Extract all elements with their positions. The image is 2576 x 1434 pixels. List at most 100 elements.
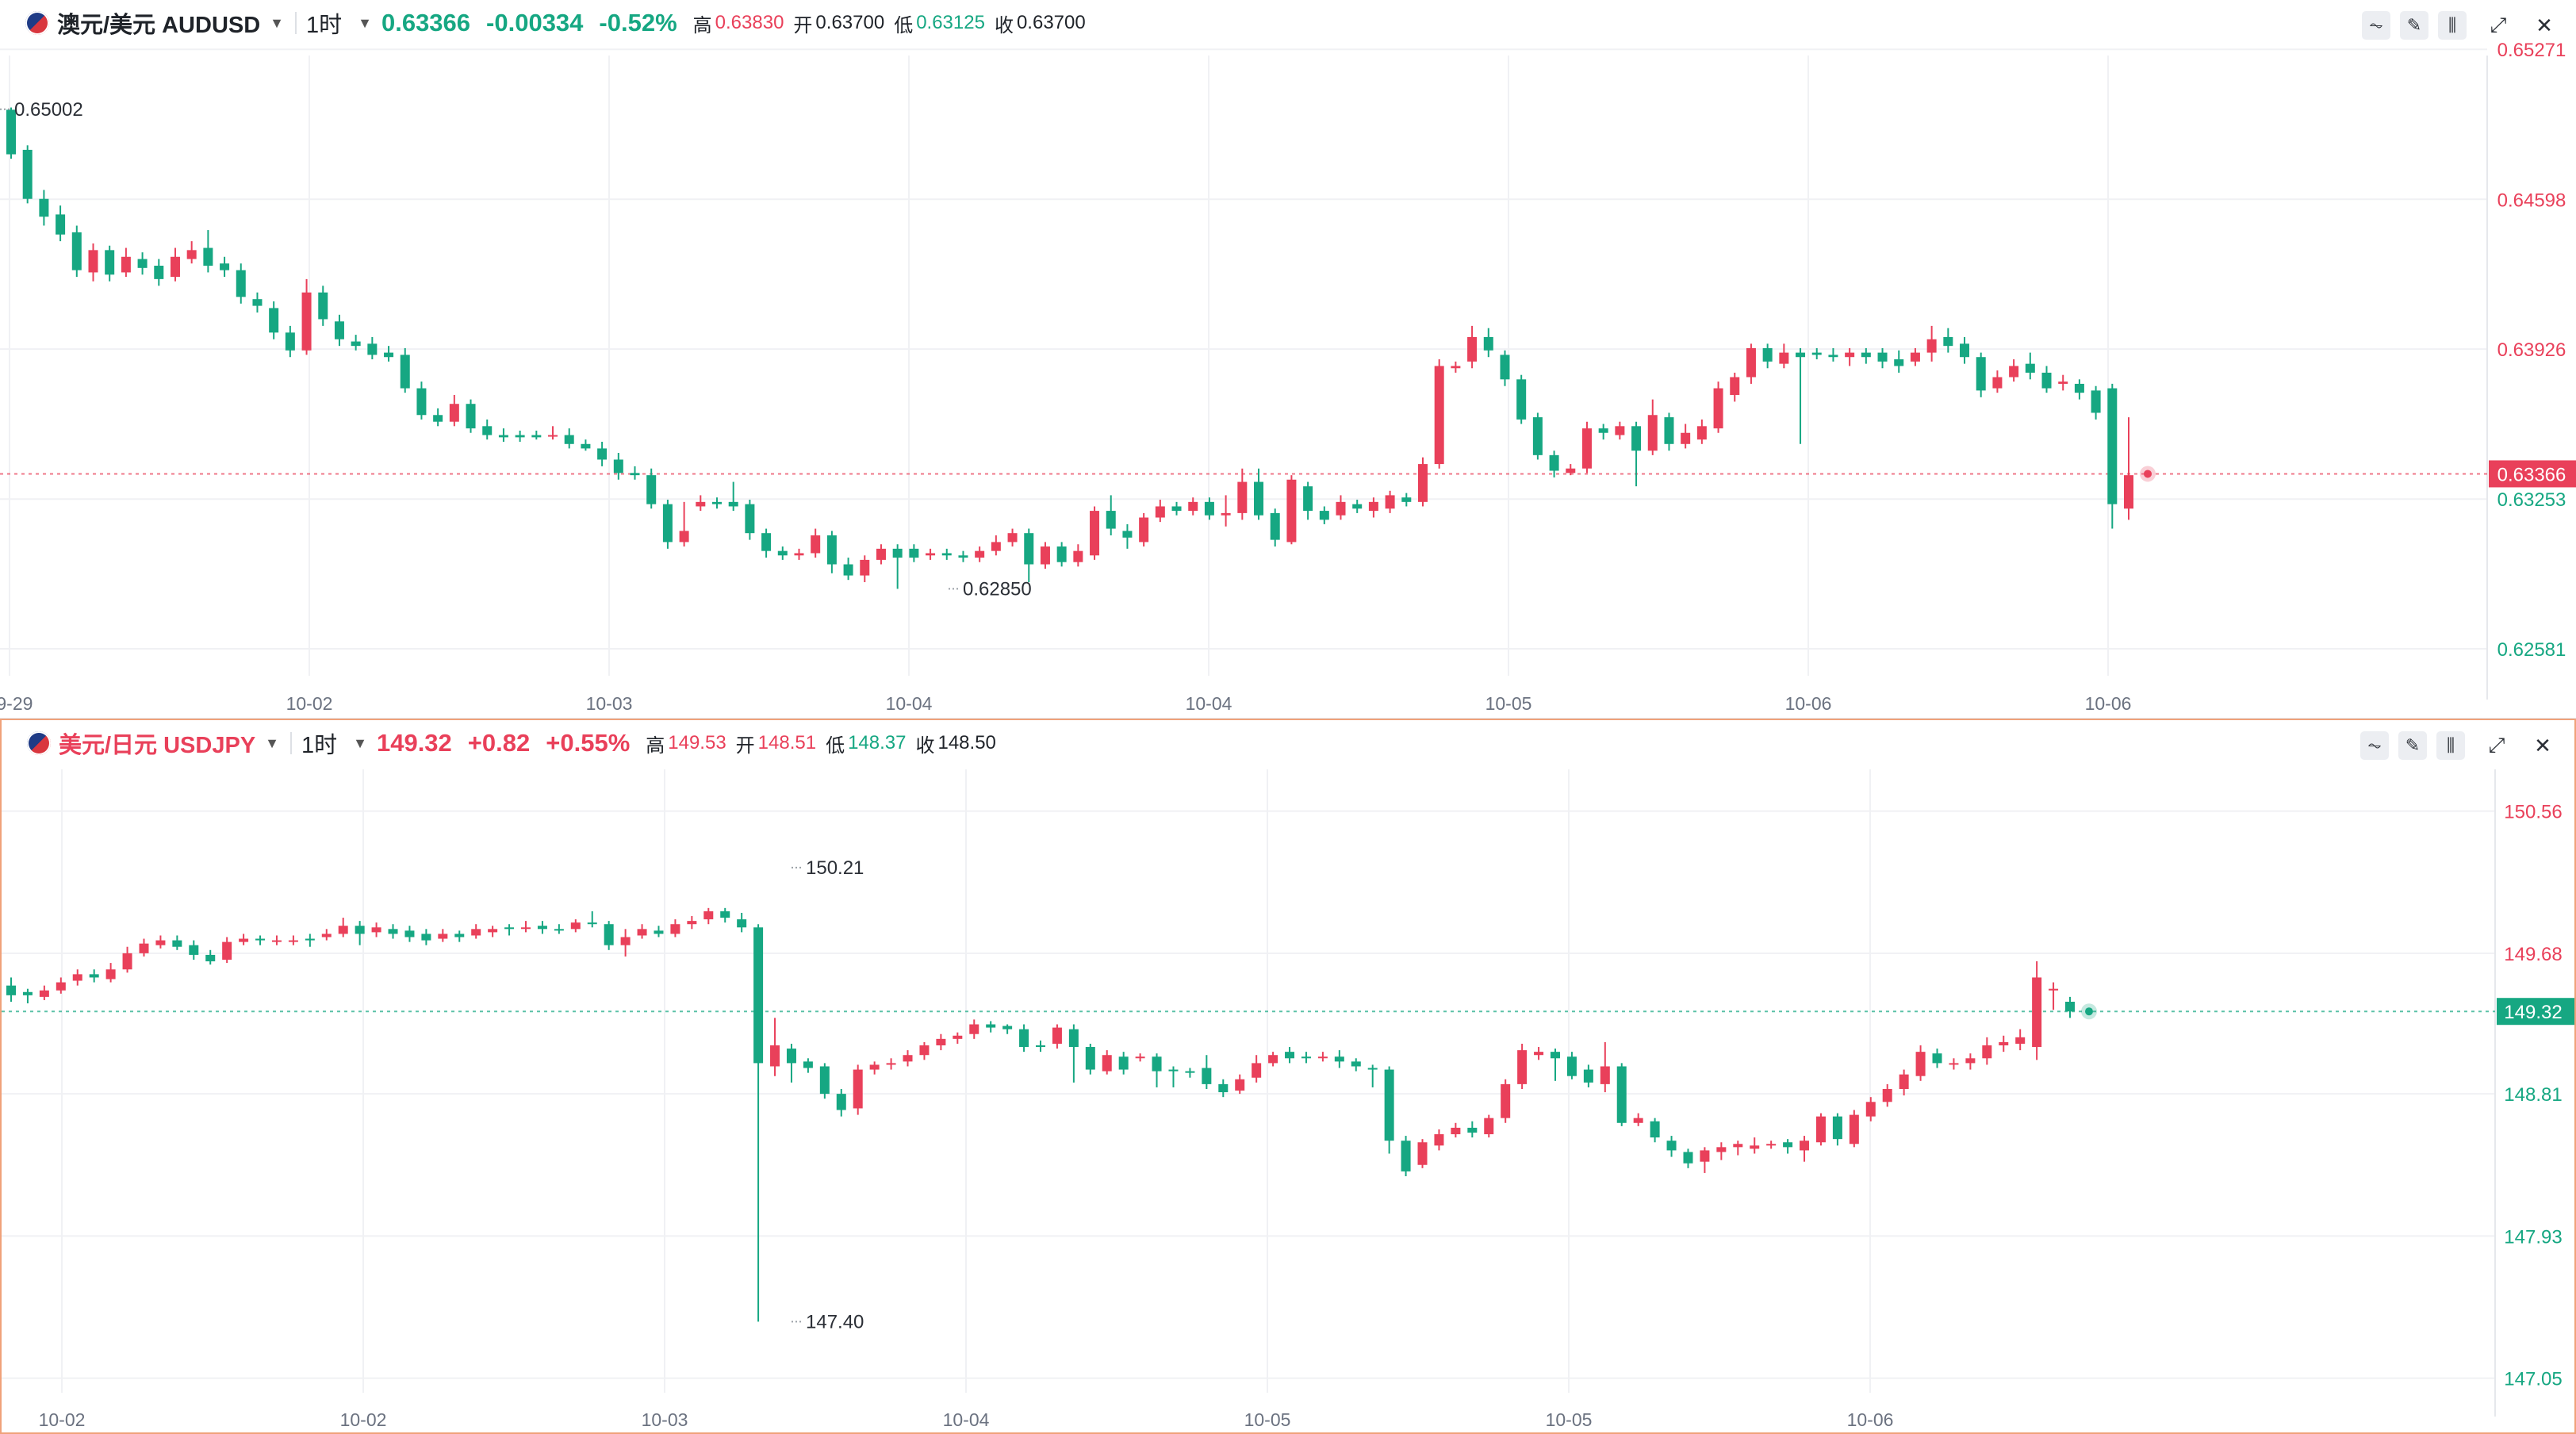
candle-body[interactable] (1056, 546, 1067, 562)
candle-body[interactable] (703, 911, 714, 920)
candle-body[interactable] (1566, 1056, 1577, 1076)
candle-body[interactable] (72, 974, 82, 981)
candle-body[interactable] (777, 550, 788, 556)
candle-body[interactable] (2032, 977, 2042, 1048)
candle-body[interactable] (39, 990, 49, 997)
candle-body[interactable] (1351, 1061, 1361, 1067)
candle-body[interactable] (1647, 415, 1658, 451)
candle-body[interactable] (2074, 383, 2084, 393)
candle-body[interactable] (1517, 1050, 1528, 1084)
candle-body[interactable] (189, 945, 199, 955)
candle-body[interactable] (1135, 1056, 1145, 1059)
candle-body[interactable] (6, 985, 16, 995)
candle-body[interactable] (2009, 366, 2019, 378)
candle-body[interactable] (334, 321, 344, 339)
candle-body[interactable] (1894, 359, 1904, 366)
candle-body[interactable] (222, 941, 232, 960)
candle-body[interactable] (488, 929, 498, 933)
candle-body[interactable] (1696, 426, 1707, 440)
candle-body[interactable] (936, 1038, 946, 1045)
candle-body[interactable] (991, 542, 1001, 551)
candle-body[interactable] (1581, 428, 1592, 469)
candle-body[interactable] (941, 553, 952, 556)
candle-body[interactable] (654, 930, 664, 934)
candle-body[interactable] (1036, 1045, 1045, 1048)
candle-body[interactable] (1501, 1083, 1511, 1118)
candle-body[interactable] (122, 953, 132, 970)
candle-body[interactable] (1254, 481, 1264, 516)
candle-body[interactable] (269, 308, 279, 333)
candle-body[interactable] (869, 1064, 880, 1070)
candle-body[interactable] (1566, 468, 1576, 474)
chevron-down-icon[interactable]: ▼ (353, 734, 367, 751)
candle-body[interactable] (1218, 1083, 1229, 1093)
chevron-down-icon[interactable]: ▼ (265, 734, 279, 751)
candle-body[interactable] (1910, 352, 1920, 362)
candle-body[interactable] (687, 921, 697, 925)
candle-body[interactable] (1417, 1142, 1428, 1165)
candle-body[interactable] (1418, 464, 1428, 502)
candle-body[interactable] (803, 1061, 813, 1068)
candle-body[interactable] (2041, 372, 2052, 389)
candle-body[interactable] (1434, 366, 1444, 465)
candle-body[interactable] (1865, 1102, 1876, 1117)
candle-body[interactable] (1401, 1141, 1411, 1171)
candle-body[interactable] (1832, 1116, 1842, 1140)
candle-body[interactable] (1068, 1029, 1079, 1048)
candle-body[interactable] (794, 553, 804, 556)
candle-body[interactable] (438, 934, 448, 939)
candle-body[interactable] (170, 256, 180, 278)
candle-body[interactable] (630, 473, 640, 476)
candle-body[interactable] (1202, 1068, 1212, 1084)
candle-body[interactable] (433, 415, 443, 422)
candle-body[interactable] (1401, 497, 1412, 502)
candle-body[interactable] (371, 927, 381, 933)
candle-body[interactable] (1532, 417, 1543, 455)
candle-body[interactable] (1235, 1079, 1245, 1091)
indicator-icon[interactable]: ⏦ (2360, 731, 2389, 760)
candle-body[interactable] (786, 1049, 796, 1064)
candle-body[interactable] (1118, 1056, 1129, 1070)
candle-body[interactable] (351, 341, 361, 347)
candle-body[interactable] (285, 332, 295, 351)
candle-body[interactable] (203, 247, 213, 266)
candle-body[interactable] (105, 250, 115, 275)
chart-panel-usdjpy[interactable]: 美元/日元 USDJPY ▼ 1时 ▼ 149.32 +0.82 +0.55% … (0, 719, 2576, 1434)
candle-body[interactable] (1171, 506, 1182, 512)
candle-body[interactable] (2124, 475, 2133, 509)
candle-body[interactable] (318, 292, 328, 320)
candle-body[interactable] (1237, 481, 1248, 513)
candle-body[interactable] (843, 564, 853, 576)
candle-body[interactable] (826, 535, 837, 565)
draw-icon[interactable]: ✎ (2398, 731, 2427, 760)
candle-body[interactable] (1615, 426, 1625, 435)
candle-body[interactable] (466, 404, 476, 429)
candle-body[interactable] (1700, 1150, 1710, 1162)
candle-body[interactable] (1976, 357, 1986, 391)
candle-body[interactable] (2025, 363, 2035, 373)
candle-body[interactable] (1811, 352, 1822, 355)
candle-body[interactable] (1999, 1041, 2009, 1045)
expand-icon[interactable]: ⤢ (2488, 733, 2505, 757)
candle-body[interactable] (1713, 388, 1723, 429)
candle-body[interactable] (1551, 1052, 1560, 1059)
candle-body[interactable] (1090, 511, 1100, 556)
candle-body[interactable] (1598, 428, 1608, 433)
candle-body[interactable] (1007, 533, 1018, 543)
candle-body[interactable] (770, 1045, 780, 1067)
candle-body[interactable] (139, 943, 149, 953)
candle-body[interactable] (819, 1066, 830, 1095)
candle-body[interactable] (6, 109, 16, 155)
candle-body[interactable] (1155, 506, 1165, 518)
candle-body[interactable] (637, 929, 647, 936)
candle-body[interactable] (581, 443, 591, 449)
candle-body[interactable] (2049, 988, 2059, 991)
candle-body[interactable] (613, 459, 623, 474)
candle-body[interactable] (903, 1055, 913, 1062)
candle-body[interactable] (1681, 432, 1691, 444)
candle-body[interactable] (1106, 511, 1116, 529)
candle-body[interactable] (2015, 1037, 2026, 1044)
candle-body[interactable] (252, 299, 263, 306)
candle-body[interactable] (975, 550, 985, 558)
candle-body[interactable] (1467, 1127, 1478, 1133)
